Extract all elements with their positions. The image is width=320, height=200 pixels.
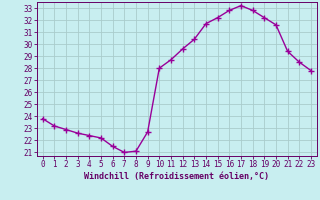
X-axis label: Windchill (Refroidissement éolien,°C): Windchill (Refroidissement éolien,°C) bbox=[84, 172, 269, 181]
